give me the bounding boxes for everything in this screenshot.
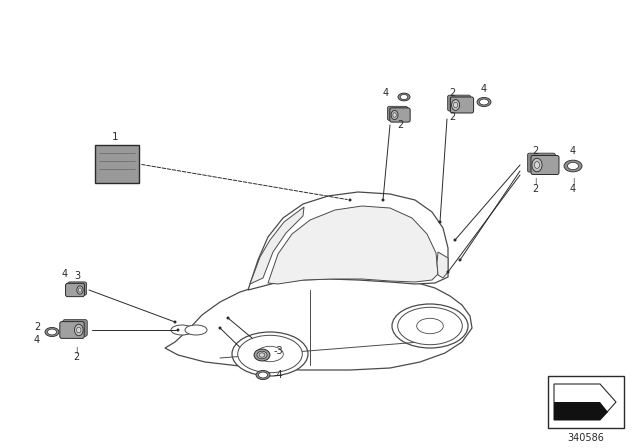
Ellipse shape (398, 93, 410, 101)
Ellipse shape (417, 318, 444, 334)
FancyBboxPatch shape (447, 95, 471, 111)
FancyBboxPatch shape (65, 283, 84, 297)
Circle shape (173, 320, 177, 323)
Ellipse shape (237, 335, 302, 373)
Circle shape (381, 198, 385, 202)
Ellipse shape (78, 288, 81, 292)
Text: 4: 4 (570, 146, 576, 156)
Text: 2: 2 (449, 112, 455, 122)
Ellipse shape (74, 324, 83, 336)
Polygon shape (248, 192, 448, 290)
FancyBboxPatch shape (390, 108, 410, 122)
Circle shape (349, 198, 351, 202)
Ellipse shape (564, 160, 582, 172)
Text: -4: -4 (274, 370, 284, 380)
Ellipse shape (47, 329, 56, 335)
FancyBboxPatch shape (68, 282, 86, 295)
Ellipse shape (454, 102, 458, 108)
FancyBboxPatch shape (527, 153, 556, 172)
Circle shape (447, 271, 449, 273)
Ellipse shape (568, 163, 579, 170)
Ellipse shape (171, 325, 193, 335)
Text: 4: 4 (62, 269, 68, 279)
Ellipse shape (400, 95, 408, 99)
Ellipse shape (254, 349, 270, 361)
Ellipse shape (452, 99, 460, 110)
Bar (548, 376, 624, 428)
Ellipse shape (185, 325, 207, 335)
Circle shape (438, 220, 442, 224)
Text: 1: 1 (112, 132, 118, 142)
FancyBboxPatch shape (60, 322, 84, 338)
Text: 2: 2 (532, 146, 538, 156)
Ellipse shape (534, 162, 540, 168)
Ellipse shape (477, 98, 491, 107)
Ellipse shape (393, 113, 396, 117)
Circle shape (227, 316, 230, 319)
Circle shape (454, 238, 456, 241)
Polygon shape (250, 207, 304, 284)
Ellipse shape (392, 304, 468, 348)
Circle shape (458, 258, 461, 262)
Ellipse shape (257, 346, 284, 362)
Ellipse shape (77, 286, 83, 294)
Text: 2: 2 (449, 88, 455, 98)
Text: 340586: 340586 (568, 433, 604, 443)
Text: 3: 3 (74, 271, 80, 281)
Text: 4: 4 (481, 84, 487, 94)
Text: 4: 4 (383, 88, 389, 98)
Text: 4: 4 (34, 335, 40, 345)
FancyBboxPatch shape (451, 97, 474, 113)
FancyBboxPatch shape (531, 155, 559, 175)
Ellipse shape (391, 110, 398, 120)
Text: |: | (572, 177, 574, 185)
Text: 2: 2 (34, 322, 40, 332)
Ellipse shape (256, 370, 270, 379)
FancyBboxPatch shape (63, 319, 87, 336)
Polygon shape (268, 206, 438, 284)
Ellipse shape (479, 99, 488, 105)
Ellipse shape (397, 307, 462, 345)
Ellipse shape (532, 158, 542, 172)
Ellipse shape (259, 372, 268, 378)
Ellipse shape (232, 332, 308, 376)
Text: |: | (534, 177, 536, 185)
Ellipse shape (45, 327, 59, 336)
Ellipse shape (257, 351, 267, 359)
Polygon shape (437, 252, 448, 278)
FancyBboxPatch shape (387, 106, 408, 121)
Polygon shape (554, 402, 608, 420)
Polygon shape (165, 277, 472, 370)
Ellipse shape (259, 353, 265, 357)
Ellipse shape (77, 327, 81, 333)
Circle shape (177, 328, 179, 332)
Text: 4: 4 (570, 184, 576, 194)
FancyBboxPatch shape (95, 145, 139, 183)
Text: 2: 2 (73, 352, 79, 362)
Text: -3: -3 (274, 346, 284, 356)
Text: 2: 2 (397, 120, 403, 130)
Text: 2: 2 (532, 184, 538, 194)
Circle shape (218, 327, 221, 329)
Text: |: | (75, 346, 77, 353)
